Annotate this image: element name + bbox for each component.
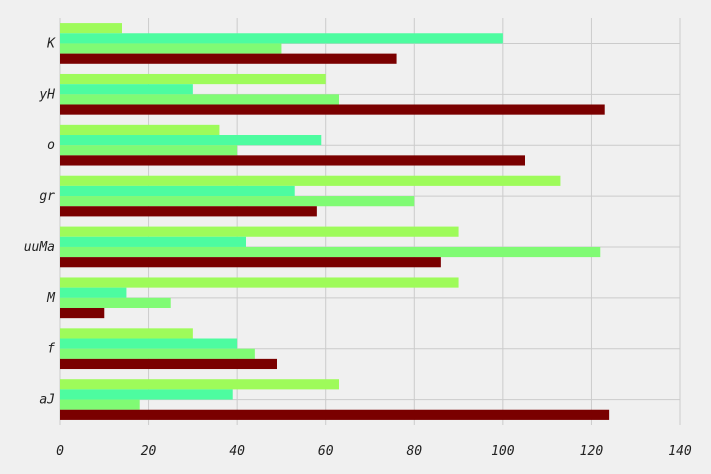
x-tick-label: 140 xyxy=(668,444,692,459)
bar-K-series-4 xyxy=(60,53,397,64)
bar-aJ-series-4 xyxy=(60,409,610,420)
bar-M-series-3 xyxy=(60,297,171,308)
x-tick-label: 100 xyxy=(491,444,515,459)
y-tick-label: o xyxy=(47,138,55,153)
bar-K-series-1 xyxy=(60,23,122,34)
bar-M-series-2 xyxy=(60,287,127,298)
bar-f-series-4 xyxy=(60,358,277,370)
bar-gr-series-4 xyxy=(60,206,317,217)
y-tick-label: K xyxy=(46,36,56,51)
bar-o-series-2 xyxy=(60,135,322,146)
bar-aJ-series-3 xyxy=(60,399,140,410)
bar-uuMa-series-3 xyxy=(60,246,601,258)
bar-f-series-2 xyxy=(60,338,238,349)
y-tick-label: aJ xyxy=(39,393,55,408)
bar-aJ-series-1 xyxy=(60,379,339,390)
y-tick-label: gr xyxy=(39,189,55,204)
bar-yH-series-1 xyxy=(60,73,326,85)
x-tick-label: 60 xyxy=(318,444,334,459)
x-axis-labels: 0 20 40 60 80 100 120 140 xyxy=(56,444,692,459)
bar-yH-series-4 xyxy=(60,104,605,115)
x-tick-label: 20 xyxy=(141,444,157,459)
y-tick-label: M xyxy=(46,291,56,306)
bar-uuMa-series-1 xyxy=(60,226,459,237)
x-tick-label: 40 xyxy=(229,444,245,459)
bar-o-series-3 xyxy=(60,145,238,156)
bar-M-series-1 xyxy=(60,277,459,288)
x-tick-label: 0 xyxy=(56,444,64,459)
x-tick-label: 120 xyxy=(580,444,604,459)
bars xyxy=(60,23,610,420)
y-axis-labels: KyH o gr uuMa Mf aJ xyxy=(24,36,56,407)
bar-gr-series-2 xyxy=(60,185,295,197)
bar-K-series-3 xyxy=(60,43,282,54)
bar-o-series-1 xyxy=(60,124,220,136)
bar-o-series-4 xyxy=(60,155,525,166)
bar-gr-series-1 xyxy=(60,175,561,186)
y-tick-label: yH xyxy=(38,87,55,102)
bar-gr-series-3 xyxy=(60,196,415,207)
bar-uuMa-series-2 xyxy=(60,236,246,247)
bar-f-series-1 xyxy=(60,328,193,339)
bar-yH-series-2 xyxy=(60,84,193,95)
x-tick-label: 80 xyxy=(406,444,422,459)
y-tick-label: uuMa xyxy=(24,240,55,255)
bar-yH-series-3 xyxy=(60,94,339,105)
bar-aJ-series-2 xyxy=(60,389,233,400)
bar-uuMa-series-4 xyxy=(60,257,441,268)
bar-M-series-4 xyxy=(60,307,105,319)
y-tick-label: f xyxy=(47,342,55,357)
bar-f-series-3 xyxy=(60,348,255,359)
bar-K-series-2 xyxy=(60,33,503,44)
